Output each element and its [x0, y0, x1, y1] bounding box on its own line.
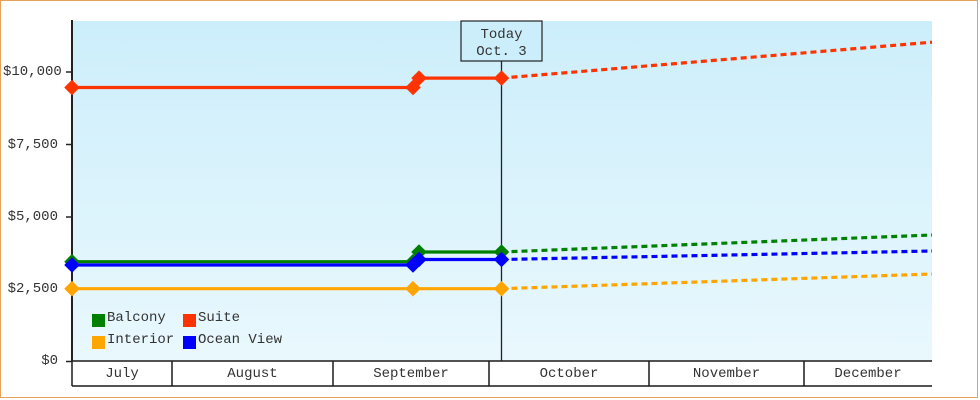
svg-text:Oct. 3: Oct. 3: [476, 44, 526, 60]
svg-text:Today: Today: [480, 27, 522, 43]
